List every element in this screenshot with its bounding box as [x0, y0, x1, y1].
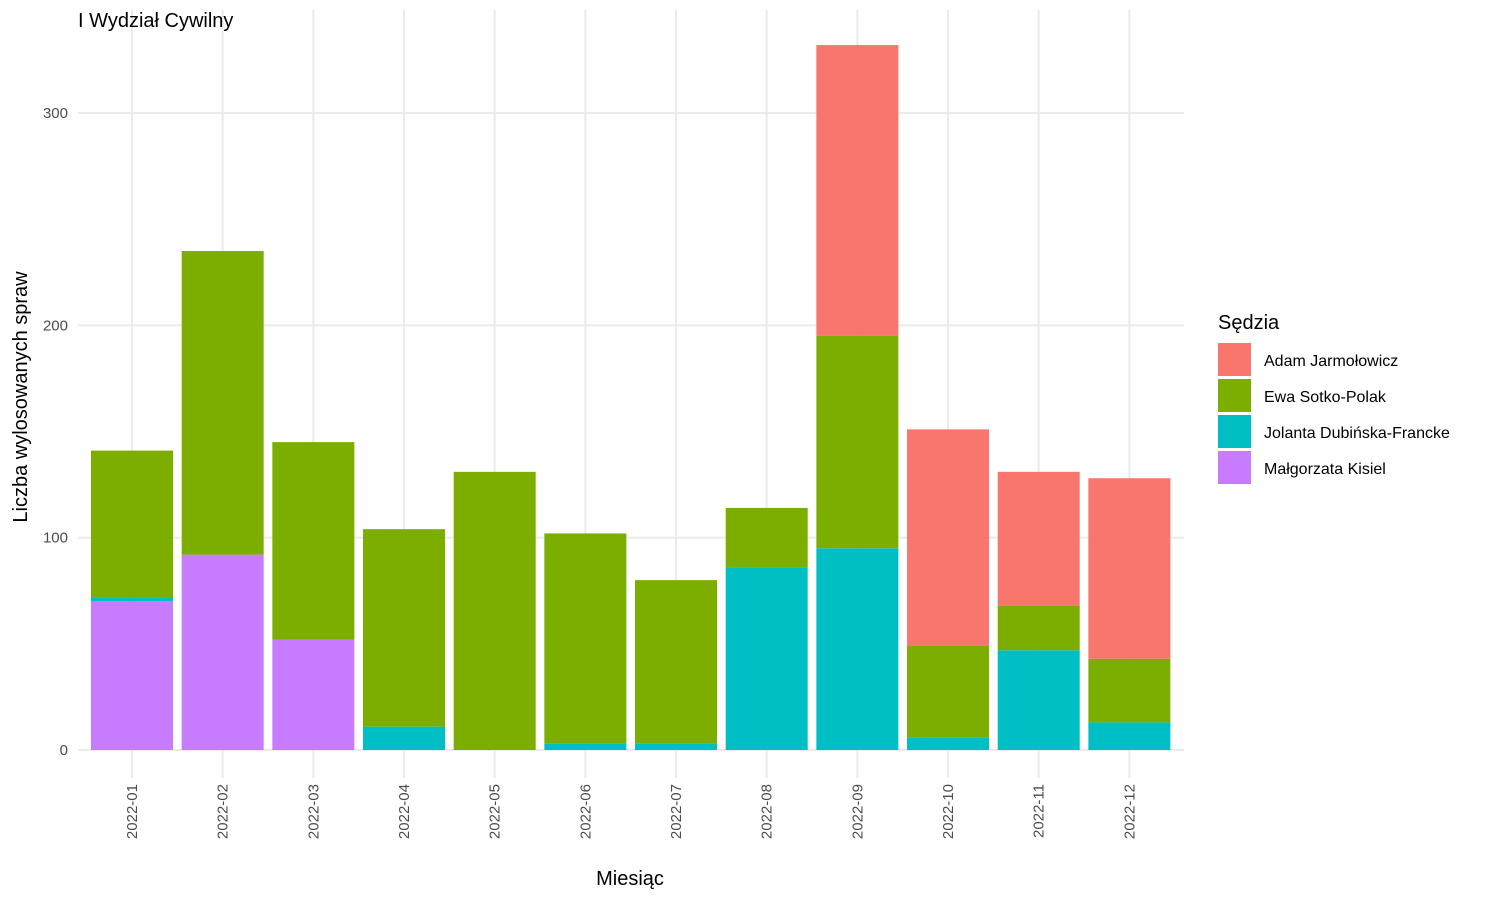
x-tick-label: 2022-09 — [849, 784, 866, 839]
bar-segment — [635, 743, 718, 750]
legend-swatch — [1218, 451, 1251, 484]
x-tick-label: 2022-10 — [940, 784, 957, 839]
x-axis-ticks: 2022-01 2022-02 2022-03 2022-04 2022-05 2022-… — [124, 784, 1138, 839]
bar-segment — [363, 726, 446, 750]
bar-segment — [816, 45, 899, 336]
legend-swatch — [1218, 415, 1251, 448]
legend-title: Sędzia — [1218, 312, 1280, 334]
x-tick-label: 2022-02 — [215, 784, 232, 839]
x-tick-label: 2022-12 — [1121, 784, 1138, 839]
bar-segment — [181, 251, 264, 555]
bar-segment — [997, 471, 1080, 606]
bar-segment — [544, 743, 627, 750]
bar-segment — [1088, 722, 1171, 750]
bar-segment — [91, 597, 173, 602]
x-tick-label: 2022-07 — [668, 784, 685, 839]
legend-items: Adam Jarmołowicz Ewa Sotko-Polak Jolanta D… — [1218, 343, 1450, 484]
x-tick-label: 2022-06 — [577, 784, 594, 839]
bar-segment — [907, 645, 990, 738]
bar-segment — [272, 442, 355, 640]
x-tick-label: 2022-01 — [124, 784, 141, 839]
bar-segment — [544, 533, 627, 744]
bar-segment — [997, 650, 1080, 750]
y-tick-label: 100 — [43, 530, 68, 547]
y-tick-label: 200 — [43, 317, 68, 334]
legend-label: Jolanta Dubińska-Francke — [1264, 425, 1450, 442]
bar-segment — [453, 471, 536, 750]
bar-segment — [91, 601, 173, 750]
chart-title: I Wydział Cywilny — [78, 10, 233, 32]
x-tick-label: 2022-05 — [487, 784, 504, 839]
x-tick-label: 2022-04 — [396, 784, 413, 839]
bars — [91, 45, 1171, 750]
bar-segment — [635, 580, 718, 744]
legend-swatch — [1218, 379, 1251, 412]
y-tick-label: 0 — [60, 742, 68, 759]
bar-segment — [816, 548, 899, 750]
legend-label: Adam Jarmołowicz — [1264, 353, 1398, 370]
bar-segment — [1088, 478, 1171, 659]
x-tick-label: 2022-08 — [759, 784, 776, 839]
x-axis-title: Miesiąc — [596, 868, 664, 890]
y-axis-title: Liczba wylosowanych spraw — [10, 271, 32, 523]
bar-segment — [1088, 658, 1171, 723]
x-tick-label: 2022-11 — [1031, 784, 1048, 838]
x-tick-label: 2022-03 — [305, 784, 322, 839]
legend-label: Małgorzata Kisiel — [1264, 461, 1386, 478]
bar-segment — [907, 737, 990, 750]
y-axis-ticks: 0 100 200 300 — [43, 105, 68, 759]
bar-segment — [181, 554, 264, 750]
bar-segment — [725, 507, 808, 568]
legend-swatch — [1218, 343, 1251, 376]
bar-segment — [725, 567, 808, 750]
y-tick-label: 300 — [43, 105, 68, 122]
bar-segment — [91, 450, 173, 598]
bar-segment — [272, 639, 355, 750]
bar-segment — [816, 335, 899, 549]
bar-segment — [363, 529, 446, 727]
legend: Sędzia Adam Jarmołowicz Ewa Sotko-Polak Jo… — [1218, 312, 1450, 484]
bar-segment — [997, 605, 1080, 651]
legend-label: Ewa Sotko-Polak — [1264, 389, 1387, 406]
bar-segment — [907, 429, 990, 646]
